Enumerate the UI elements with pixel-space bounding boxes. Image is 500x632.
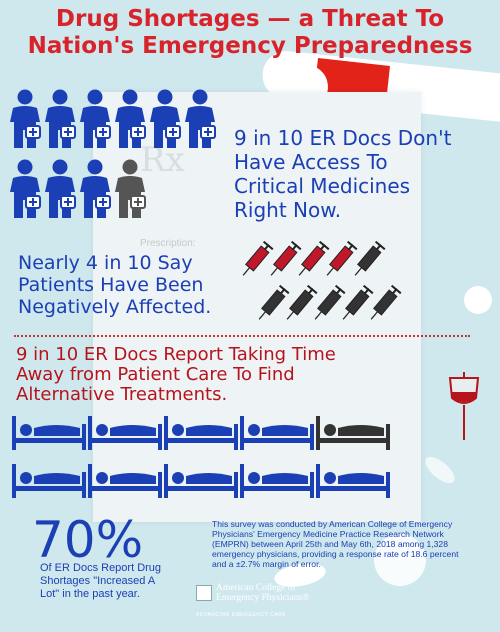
syringe-icon [298,240,330,276]
syringe-icon [326,240,358,276]
stat-access-line: 9 in 10 ER Docs Don't [234,126,452,150]
doctor-icon [45,89,76,148]
syringe-icon [342,284,374,320]
stat-patients-line: Negatively Affected. [18,296,212,318]
percent-description-line: Shortages "Increased A [40,575,156,587]
doctor-icon [150,89,181,148]
hospital-bed-icon [240,464,314,498]
bed-icon-grid [12,416,390,498]
hospital-bed-icon [240,416,314,450]
doctor-icon [80,159,111,218]
hospital-bed-icon [316,416,390,450]
percent-description: Of ER Docs Report Drug Shortages "Increa… [40,562,180,601]
stat-time-line: Away from Patient Care To Find [16,364,295,385]
doctor-icon [115,89,146,148]
percent-description-line: Lot" in the past year. [40,588,140,600]
prescription-label: Prescription: [140,238,196,249]
survey-note: This survey was conducted by American Co… [212,519,459,569]
acep-logo-text: American College of Emergency Physicians… [216,583,309,603]
hospital-bed-icon [12,464,86,498]
hospital-bed-icon [164,464,238,498]
stat-time-text: 9 in 10 ER Docs Report Taking Time Away … [16,345,336,405]
syringe-icon [314,284,346,320]
prescription-paper [93,92,421,522]
hospital-bed-icon [88,464,162,498]
hospital-bed-icon [164,416,238,450]
hospital-bed-icon [88,416,162,450]
page-title: Drug Shortages — a Threat To Nation's Em… [0,6,500,60]
syringe-icon-grid [242,240,402,320]
logo-tagline: ADVANCING EMERGENCY CARE [196,612,287,618]
stat-patients-line: Nearly 4 in 10 Say [18,252,193,274]
acep-logo-icon [196,585,212,601]
doctor-icon [10,159,41,218]
doctor-icon-grid [10,89,216,218]
hospital-bed-icon [12,416,86,450]
stat-patients-line: Patients Have Been [18,274,204,296]
section-divider [14,335,470,337]
percent-stat: 70% [32,511,144,569]
title-line-2: Nation's Emergency Preparedness [27,33,473,59]
syringe-icon [370,284,402,320]
syringe-icon [354,240,386,276]
stat-patients-text: Nearly 4 in 10 Say Patients Have Been Ne… [18,252,211,318]
stat-time-line: 9 in 10 ER Docs Report Taking Time [16,344,336,365]
acep-logo: American College of Emergency Physicians… [196,583,309,603]
doctor-icon [80,89,111,148]
percent-description-line: Of ER Docs Report Drug [40,562,162,574]
doctor-icon [185,89,216,148]
syringe-icon [242,240,274,276]
hospital-bed-icon [316,464,390,498]
stat-access-line: Critical Medicines [234,174,411,198]
stat-access-line: Have Access To [234,150,388,174]
logo-line-2: Emergency Physicians® [216,593,310,603]
doctor-icon [45,159,76,218]
stat-time-line: Alternative Treatments. [16,384,228,405]
syringe-icon [258,284,290,320]
stat-access-text: 9 in 10 ER Docs Don't Have Access To Cri… [234,126,451,222]
doctor-icon [10,89,41,148]
iv-bag-icon [448,372,480,440]
title-line-1: Drug Shortages — a Threat To [55,6,445,32]
doctor-icon [115,159,146,218]
syringe-icon [270,240,302,276]
logo-line-1: American College of [216,583,296,593]
stat-access-line: Right Now. [234,198,342,222]
syringe-icon [286,284,318,320]
